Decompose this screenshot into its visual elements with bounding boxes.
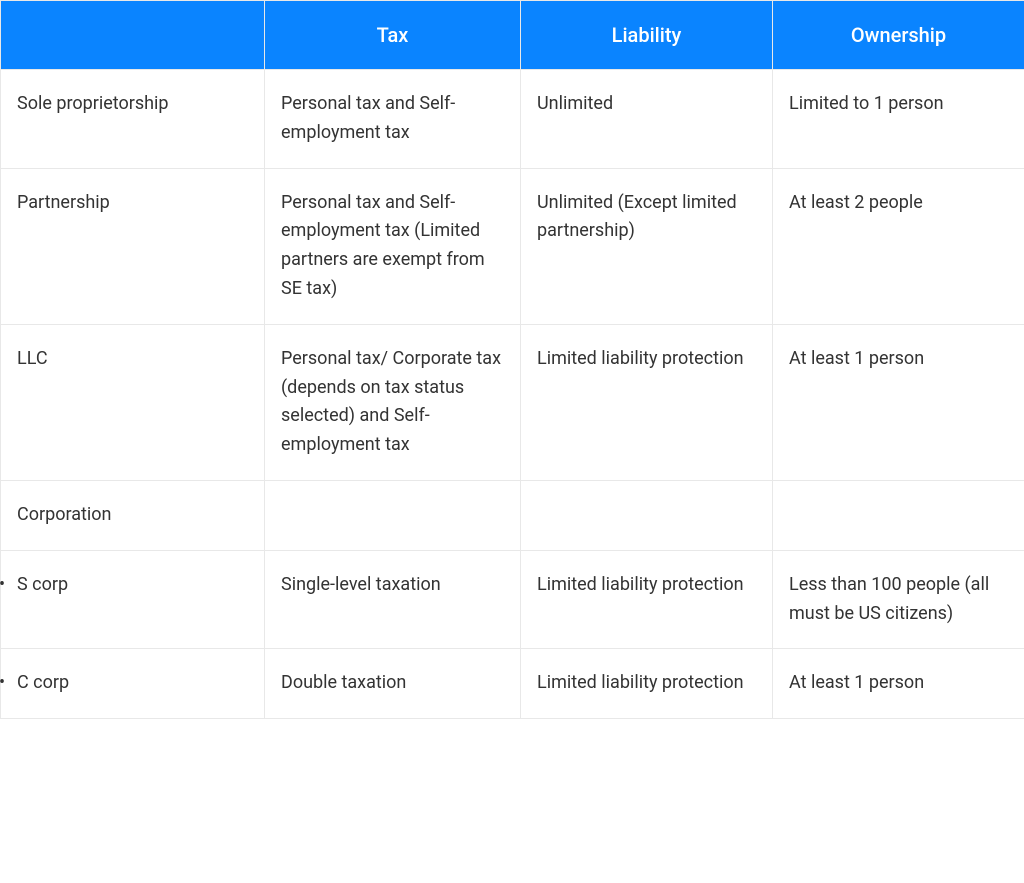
cell-ownership [773,480,1024,550]
row-label: Sole proprietorship [1,70,265,169]
cell-ownership: At least 2 people [773,168,1024,324]
cell-tax: Personal tax and Self-employment tax (Li… [265,168,521,324]
cell-tax: Single-level taxation [265,550,521,649]
cell-ownership: Less than 100 people (all must be US cit… [773,550,1024,649]
row-label-sub: S corp [1,550,265,649]
table-row: S corp Single-level taxation Limited lia… [1,550,1024,649]
row-label: LLC [1,324,265,480]
business-structure-table: Tax Liability Ownership Sole proprietors… [0,0,1024,719]
table-row: LLC Personal tax/ Corporate tax (depends… [1,324,1024,480]
cell-liability: Unlimited (Except limited partnership) [521,168,773,324]
cell-tax [265,480,521,550]
cell-tax: Double taxation [265,649,521,719]
cell-tax: Personal tax/ Corporate tax (depends on … [265,324,521,480]
table-header-row: Tax Liability Ownership [1,1,1024,70]
header-liability: Liability [521,1,773,70]
row-label-text: C corp [17,672,69,693]
cell-ownership: At least 1 person [773,649,1024,719]
row-label-sub: C corp [1,649,265,719]
table-row: Partnership Personal tax and Self-employ… [1,168,1024,324]
cell-ownership: At least 1 person [773,324,1024,480]
header-blank [1,1,265,70]
cell-liability: Unlimited [521,70,773,169]
table-row: Sole proprietorship Personal tax and Sel… [1,70,1024,169]
header-tax: Tax [265,1,521,70]
row-label: Corporation [1,480,265,550]
table-body: Sole proprietorship Personal tax and Sel… [1,70,1024,719]
header-ownership: Ownership [773,1,1024,70]
row-label: Partnership [1,168,265,324]
cell-tax: Personal tax and Self-employment tax [265,70,521,169]
cell-liability [521,480,773,550]
cell-liability: Limited liability protection [521,649,773,719]
table-row: C corp Double taxation Limited liability… [1,649,1024,719]
cell-liability: Limited liability protection [521,324,773,480]
cell-liability: Limited liability protection [521,550,773,649]
table-row: Corporation [1,480,1024,550]
cell-ownership: Limited to 1 person [773,70,1024,169]
row-label-text: S corp [17,574,68,595]
